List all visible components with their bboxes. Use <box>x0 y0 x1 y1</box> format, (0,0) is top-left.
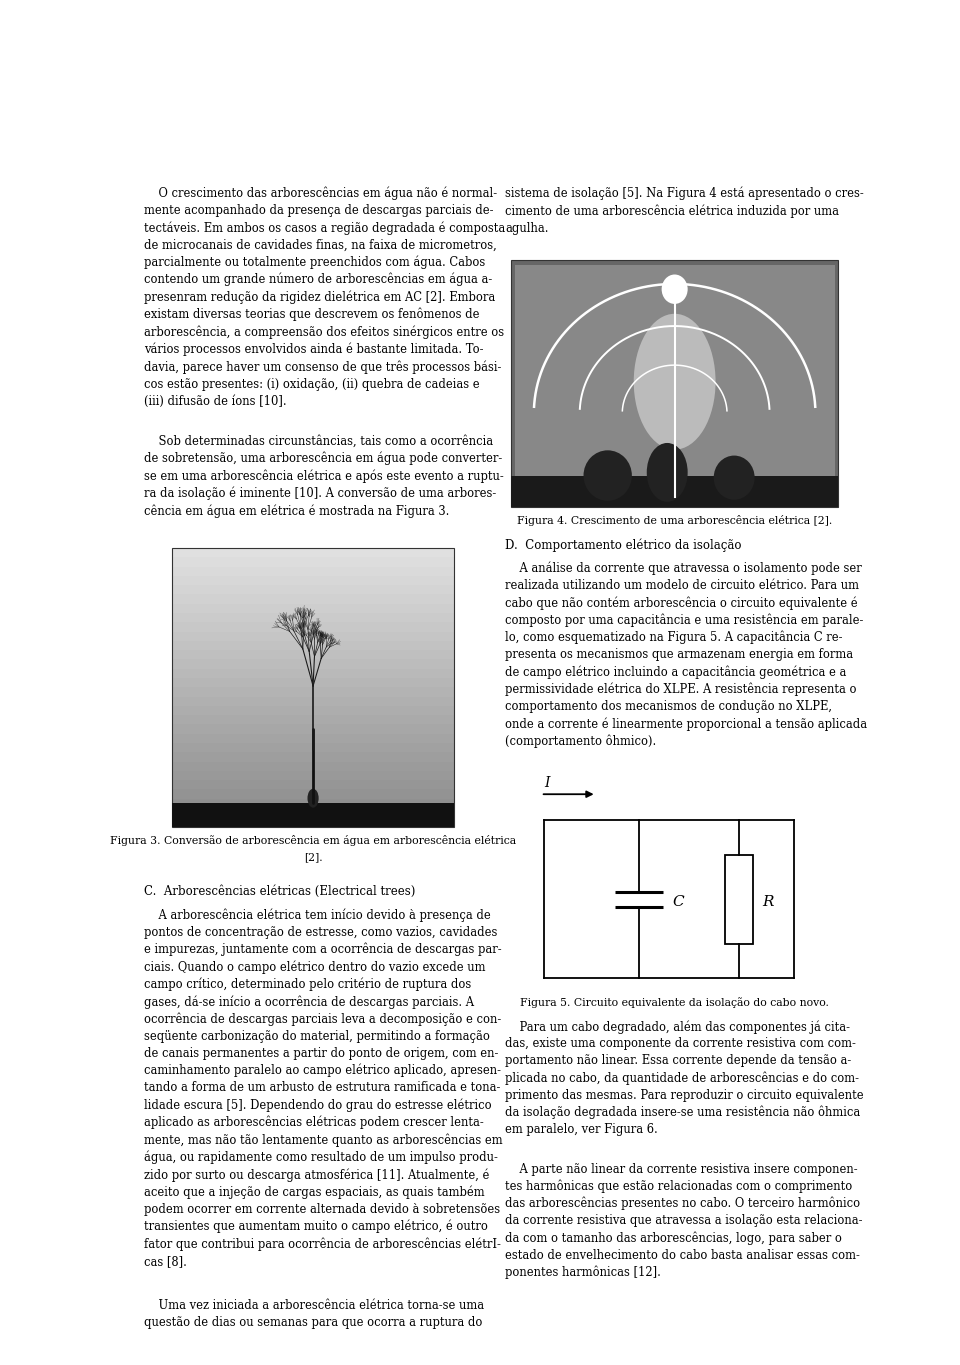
Text: A arborescência elétrica tem início devido à presença de
pontos de concentração : A arborescência elétrica tem início devi… <box>144 909 502 1268</box>
Ellipse shape <box>634 314 715 449</box>
Bar <box>172 549 454 557</box>
Bar <box>172 762 454 771</box>
Bar <box>172 804 454 827</box>
Text: O crescimento das arborescências em água não é normal-
mente acompanhado da pres: O crescimento das arborescências em água… <box>144 187 505 408</box>
Bar <box>172 696 454 706</box>
Bar <box>172 595 454 603</box>
Text: Sob determinadas circunstâncias, tais como a ocorrência
de sobretensão, uma arbo: Sob determinadas circunstâncias, tais co… <box>144 434 504 517</box>
Text: C.  Arborescências elétricas (Electrical trees): C. Arborescências elétricas (Electrical … <box>144 886 415 898</box>
Text: Figura 5. Circuito equivalente da isolação do cabo novo.: Figura 5. Circuito equivalente da isolaç… <box>520 996 829 1007</box>
Text: A parte não linear da corrente resistiva insere componen-
tes harmônicas que est: A parte não linear da corrente resistiva… <box>505 1163 863 1279</box>
Bar <box>515 265 834 502</box>
Bar <box>172 576 454 586</box>
Text: R: R <box>762 895 774 909</box>
Bar <box>172 650 454 659</box>
Text: D.  Comportamento elétrico da isolação: D. Comportamento elétrico da isolação <box>505 539 742 551</box>
Bar <box>172 603 454 613</box>
Ellipse shape <box>307 789 319 808</box>
Bar <box>725 854 753 945</box>
Bar <box>172 725 454 734</box>
Bar <box>172 688 454 696</box>
Bar <box>172 734 454 743</box>
Ellipse shape <box>647 444 687 502</box>
Bar <box>172 799 454 808</box>
Bar <box>172 632 454 642</box>
Bar <box>172 586 454 595</box>
Bar <box>172 678 454 688</box>
Text: Figura 4. Crescimento de uma arborescência elétrica [2].: Figura 4. Crescimento de uma arborescênc… <box>517 516 832 527</box>
Bar <box>172 669 454 678</box>
Bar <box>172 781 454 789</box>
Text: sistema de isolação [5]. Na Figura 4 está apresentado o cres-
cimento de uma arb: sistema de isolação [5]. Na Figura 4 est… <box>505 187 864 235</box>
Text: I: I <box>544 777 550 790</box>
Text: [2].: [2]. <box>303 852 323 861</box>
Text: C: C <box>672 895 684 909</box>
Ellipse shape <box>584 450 632 501</box>
Bar <box>172 659 454 669</box>
Bar <box>172 613 454 622</box>
Bar <box>172 557 454 566</box>
Bar <box>172 771 454 781</box>
Text: Figura 3. Conversão de arborescência em água em arborescência elétrica: Figura 3. Conversão de arborescência em … <box>110 835 516 846</box>
Ellipse shape <box>713 456 755 500</box>
Bar <box>172 642 454 650</box>
Text: Para um cabo degradado, além das componentes já cita-
das, existe uma componente: Para um cabo degradado, além das compone… <box>505 1020 864 1136</box>
Bar <box>172 566 454 576</box>
Bar <box>172 818 454 827</box>
Ellipse shape <box>661 274 687 304</box>
Bar <box>511 475 838 506</box>
Bar <box>172 715 454 725</box>
Text: Uma vez iniciada a arborescência elétrica torna-se uma
questão de dias ou semana: Uma vez iniciada a arborescência elétric… <box>144 1298 484 1328</box>
Text: A análise da corrente que atravessa o isolamento pode ser
realizada utilizando u: A análise da corrente que atravessa o is… <box>505 562 868 748</box>
Bar <box>172 706 454 715</box>
Bar <box>172 789 454 799</box>
Bar <box>172 743 454 752</box>
Bar <box>172 752 454 762</box>
Bar <box>172 549 454 827</box>
Bar <box>511 261 838 506</box>
Bar <box>172 808 454 818</box>
Bar <box>172 622 454 632</box>
